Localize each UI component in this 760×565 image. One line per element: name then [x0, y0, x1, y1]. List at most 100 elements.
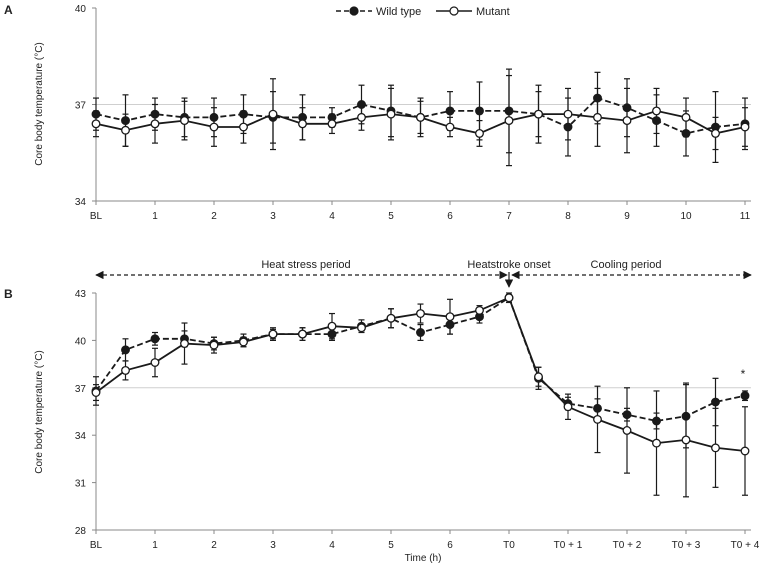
panel-b-x-tick-label: 2	[211, 540, 217, 551]
panel-b-y-tick-label: 37	[75, 384, 87, 395]
panel-a-x-tick-label: 4	[329, 211, 335, 222]
panel-a-mutant-point	[711, 128, 720, 138]
panel-a-mutant-point	[180, 116, 189, 126]
panel-a-y-tick-label: 37	[75, 101, 87, 112]
panel-a-mutant-point	[150, 119, 160, 129]
panel-b-wild-type-point	[121, 345, 130, 355]
panel-b-y-tick-label: 40	[75, 336, 87, 347]
legend-mutant-marker	[449, 6, 459, 16]
cooling-period-label: Cooling period	[591, 259, 662, 271]
panel-a-wild-type-point	[563, 122, 573, 132]
panel-b-mutant-point	[681, 435, 691, 445]
panel-a-wild-type-point	[475, 106, 484, 116]
panel-a-mutant-point	[91, 119, 101, 129]
panel-b-x-tick-label: 4	[329, 540, 335, 551]
panel-a-mutant-point	[327, 119, 337, 129]
panel-b-y-tick-label: 31	[75, 479, 87, 490]
panel-a-wild-type-point	[239, 109, 248, 119]
period-annotations: Heat stress period Cooling period Heatst…	[95, 259, 752, 288]
panel-b-wild-type-point	[740, 391, 750, 401]
panel-b-x-tick-label: 3	[270, 540, 276, 551]
legend-wild-type-label: Wild type	[376, 6, 421, 18]
panel-a-mutant-point	[652, 106, 661, 116]
panel-b-x-tick-label: T0 + 4	[731, 540, 760, 551]
panel-b-mutant-point	[180, 339, 189, 349]
panel-b-x-tick-label: BL	[90, 540, 103, 551]
panel-b-wild-type-point	[445, 320, 455, 330]
panel-b-wild-type-point	[593, 403, 602, 413]
panel-a-wild-type-point	[652, 116, 661, 126]
panel-a-wild-type-point	[681, 128, 691, 138]
panel-b-mutant-point	[91, 388, 101, 397]
panel-b-y-tick-label: 34	[75, 431, 87, 442]
panel-a-mutant-point	[534, 109, 543, 119]
panel-b-mutant-point	[327, 321, 337, 331]
panel-b-mutant-point	[740, 446, 750, 456]
panel-b-y-tick-label: 28	[75, 526, 87, 537]
panel-a-mutant-point	[681, 112, 691, 122]
panel-a-x-tick-label: 1	[152, 211, 158, 222]
panel-a-x-tick-label: 11	[740, 211, 751, 222]
panel-a-wild-type-point	[504, 106, 514, 116]
heat-stress-label: Heat stress period	[261, 259, 350, 271]
panel-a-x-tick-label: 7	[506, 211, 512, 222]
panel-b-wild-type-point	[327, 329, 337, 339]
panel-b-y-axis-title: Core body temperature (°C)	[34, 350, 45, 474]
panel-b-x-tick-label: 6	[447, 540, 453, 551]
panel-a-x-tick-label: 8	[565, 211, 571, 222]
panel-a-mutant-point	[121, 125, 130, 135]
panel-b-mutant-point	[711, 443, 720, 453]
panel-a-mutant-point	[239, 122, 248, 132]
panel-a-x-tick-label: 9	[624, 211, 630, 222]
panel-a-wild-type-point	[209, 112, 219, 122]
panel-b-mutant-point	[209, 340, 219, 350]
panel-b-wild-type-point	[652, 416, 661, 426]
panel-b-x-tick-label: T0 + 2	[613, 540, 642, 551]
panel-a-wild-type-point	[357, 100, 366, 109]
panel-a-wild-type-point	[622, 103, 632, 113]
panel-a-y-tick-label: 40	[75, 4, 87, 15]
panel-b-label: B	[4, 287, 13, 301]
panel-b-mutant-point	[593, 414, 602, 424]
panel-a-wild-type-line	[95, 97, 746, 135]
panel-a-mutant-point	[475, 128, 484, 138]
panel-b-mutant-point	[563, 402, 573, 412]
panel-a-mutant-point	[268, 109, 278, 119]
panel-b-mutant-point	[268, 329, 278, 339]
panel-a-y-axis-title: Core body temperature (°C)	[34, 42, 45, 166]
panel-a-wild-type-point	[150, 109, 160, 119]
panel-a-wild-type-point	[121, 116, 130, 126]
panel-b-wild-type-point	[681, 411, 691, 421]
panel-b-wild-type-point	[416, 328, 425, 337]
panel-b-mutant-point	[534, 372, 543, 382]
panel-b-wild-type-point	[150, 334, 160, 344]
panel-a-mutant-point	[386, 109, 396, 119]
panel-b-mutant-point	[239, 337, 248, 347]
panel-a-x-tick-label: 5	[388, 211, 394, 222]
panel-a-mutant-point	[563, 109, 573, 119]
panel-a-x-tick-label: BL	[90, 211, 103, 222]
panel-b-mutant-point	[652, 438, 661, 448]
panel-b-x-tick-label: 5	[388, 540, 394, 551]
panel-b-mutant-point	[357, 323, 366, 333]
panel-a-wild-type-point	[91, 109, 101, 119]
panel-a-mutant-point	[445, 122, 455, 132]
panel-b-mutant-point	[416, 309, 425, 318]
panel-b-mutant-point	[445, 312, 455, 322]
panel-a-mutant-point	[416, 112, 425, 122]
legend: Wild type Mutant	[336, 6, 510, 18]
significance-marker: *	[741, 367, 746, 381]
panel-b-mutant-point	[121, 365, 130, 375]
heatstroke-onset-label: Heatstroke onset	[467, 259, 550, 271]
panel-b-mutant-point	[504, 293, 514, 303]
panel-a-mutant-point	[622, 116, 632, 126]
panel-a-x-tick-label: 2	[211, 211, 217, 222]
panel-b-x-tick-label: T0	[503, 540, 515, 551]
panel-a-x-tick-label: 3	[270, 211, 276, 222]
panel-a-mutant-point	[593, 112, 602, 122]
panel-a-wild-type-point	[593, 93, 602, 103]
panel-b-mutant-point	[386, 313, 396, 323]
